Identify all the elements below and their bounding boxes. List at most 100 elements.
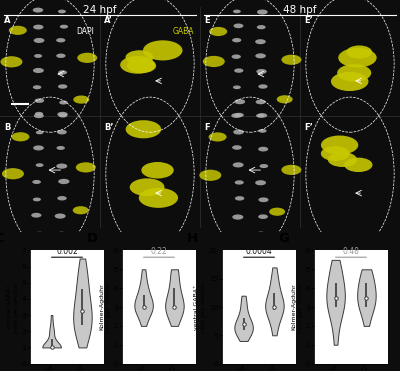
Ellipse shape xyxy=(258,214,268,219)
Ellipse shape xyxy=(321,135,358,155)
Ellipse shape xyxy=(232,55,241,59)
Ellipse shape xyxy=(34,114,44,118)
Ellipse shape xyxy=(344,158,372,172)
Ellipse shape xyxy=(141,162,174,178)
Text: 0.0004: 0.0004 xyxy=(246,247,272,256)
Ellipse shape xyxy=(59,101,68,105)
Ellipse shape xyxy=(0,56,22,68)
Ellipse shape xyxy=(337,64,371,82)
Ellipse shape xyxy=(33,68,44,73)
Text: H: H xyxy=(186,232,198,245)
Ellipse shape xyxy=(36,163,44,167)
Ellipse shape xyxy=(130,178,164,196)
Ellipse shape xyxy=(76,162,96,173)
Text: F’: F’ xyxy=(304,123,313,132)
Ellipse shape xyxy=(321,146,350,161)
Ellipse shape xyxy=(258,84,268,89)
Ellipse shape xyxy=(255,39,266,44)
Ellipse shape xyxy=(234,68,244,73)
Ellipse shape xyxy=(31,213,42,218)
Ellipse shape xyxy=(257,232,265,236)
Ellipse shape xyxy=(127,58,156,73)
Text: 0.48: 0.48 xyxy=(342,247,360,256)
Ellipse shape xyxy=(233,162,244,167)
Ellipse shape xyxy=(203,56,225,67)
Text: D: D xyxy=(86,232,98,245)
Ellipse shape xyxy=(33,145,44,151)
Text: DAPI: DAPI xyxy=(76,27,94,36)
Ellipse shape xyxy=(232,214,243,220)
Ellipse shape xyxy=(56,53,66,58)
Ellipse shape xyxy=(12,132,30,141)
Ellipse shape xyxy=(36,131,44,134)
Text: 24 hpf: 24 hpf xyxy=(83,5,117,14)
Text: 48 hpf: 48 hpf xyxy=(283,5,317,14)
Ellipse shape xyxy=(233,129,244,135)
Ellipse shape xyxy=(258,197,268,202)
Ellipse shape xyxy=(209,27,227,36)
Ellipse shape xyxy=(328,152,357,167)
Ellipse shape xyxy=(232,38,241,42)
Ellipse shape xyxy=(256,114,264,118)
Text: B: B xyxy=(4,123,10,132)
Ellipse shape xyxy=(258,129,266,133)
Ellipse shape xyxy=(255,53,266,58)
Ellipse shape xyxy=(234,99,245,104)
Text: F: F xyxy=(204,123,210,132)
Text: C: C xyxy=(0,232,4,245)
Ellipse shape xyxy=(56,38,65,42)
Ellipse shape xyxy=(233,85,241,89)
Y-axis label: Kolmer-Agduhr
cells per section: Kolmer-Agduhr cells per section xyxy=(291,281,302,333)
Ellipse shape xyxy=(199,170,221,181)
Ellipse shape xyxy=(257,10,268,14)
Ellipse shape xyxy=(120,56,155,74)
Ellipse shape xyxy=(58,84,67,89)
Text: G: G xyxy=(278,232,289,245)
Ellipse shape xyxy=(56,146,65,150)
Y-axis label: ventral GABA⁺
cells per section: ventral GABA⁺ cells per section xyxy=(7,281,18,333)
Ellipse shape xyxy=(281,165,301,175)
Ellipse shape xyxy=(32,180,41,184)
Ellipse shape xyxy=(231,113,242,118)
Ellipse shape xyxy=(338,48,377,68)
Text: 0.002: 0.002 xyxy=(56,247,78,256)
Ellipse shape xyxy=(235,180,244,185)
Ellipse shape xyxy=(269,208,285,216)
Ellipse shape xyxy=(256,69,267,74)
Ellipse shape xyxy=(33,85,41,89)
Ellipse shape xyxy=(255,180,266,186)
Ellipse shape xyxy=(236,232,244,236)
Ellipse shape xyxy=(77,53,97,63)
Text: E’: E’ xyxy=(304,16,313,25)
Text: GABA: GABA xyxy=(172,27,194,36)
Ellipse shape xyxy=(34,54,42,58)
Text: E: E xyxy=(204,16,210,25)
Ellipse shape xyxy=(57,232,66,236)
Ellipse shape xyxy=(9,26,27,35)
Text: B’: B’ xyxy=(104,123,114,132)
Ellipse shape xyxy=(257,113,267,118)
Ellipse shape xyxy=(208,132,226,141)
Ellipse shape xyxy=(35,232,44,236)
Y-axis label: Kolmer-Agduhr
cells per section: Kolmer-Agduhr cells per section xyxy=(99,281,110,333)
Ellipse shape xyxy=(58,179,70,184)
Ellipse shape xyxy=(235,196,244,201)
Ellipse shape xyxy=(34,98,44,103)
Ellipse shape xyxy=(57,196,67,200)
Ellipse shape xyxy=(331,72,368,91)
Ellipse shape xyxy=(33,7,43,13)
Ellipse shape xyxy=(126,120,161,138)
Ellipse shape xyxy=(232,145,242,150)
Ellipse shape xyxy=(257,25,266,29)
Ellipse shape xyxy=(2,168,24,179)
Text: A: A xyxy=(4,16,10,25)
Ellipse shape xyxy=(126,50,153,65)
Ellipse shape xyxy=(282,55,302,65)
Ellipse shape xyxy=(143,40,182,60)
Ellipse shape xyxy=(73,206,89,214)
Ellipse shape xyxy=(58,10,66,13)
Ellipse shape xyxy=(57,130,67,134)
Ellipse shape xyxy=(34,38,44,43)
Text: A’: A’ xyxy=(104,16,113,25)
Ellipse shape xyxy=(233,10,241,13)
